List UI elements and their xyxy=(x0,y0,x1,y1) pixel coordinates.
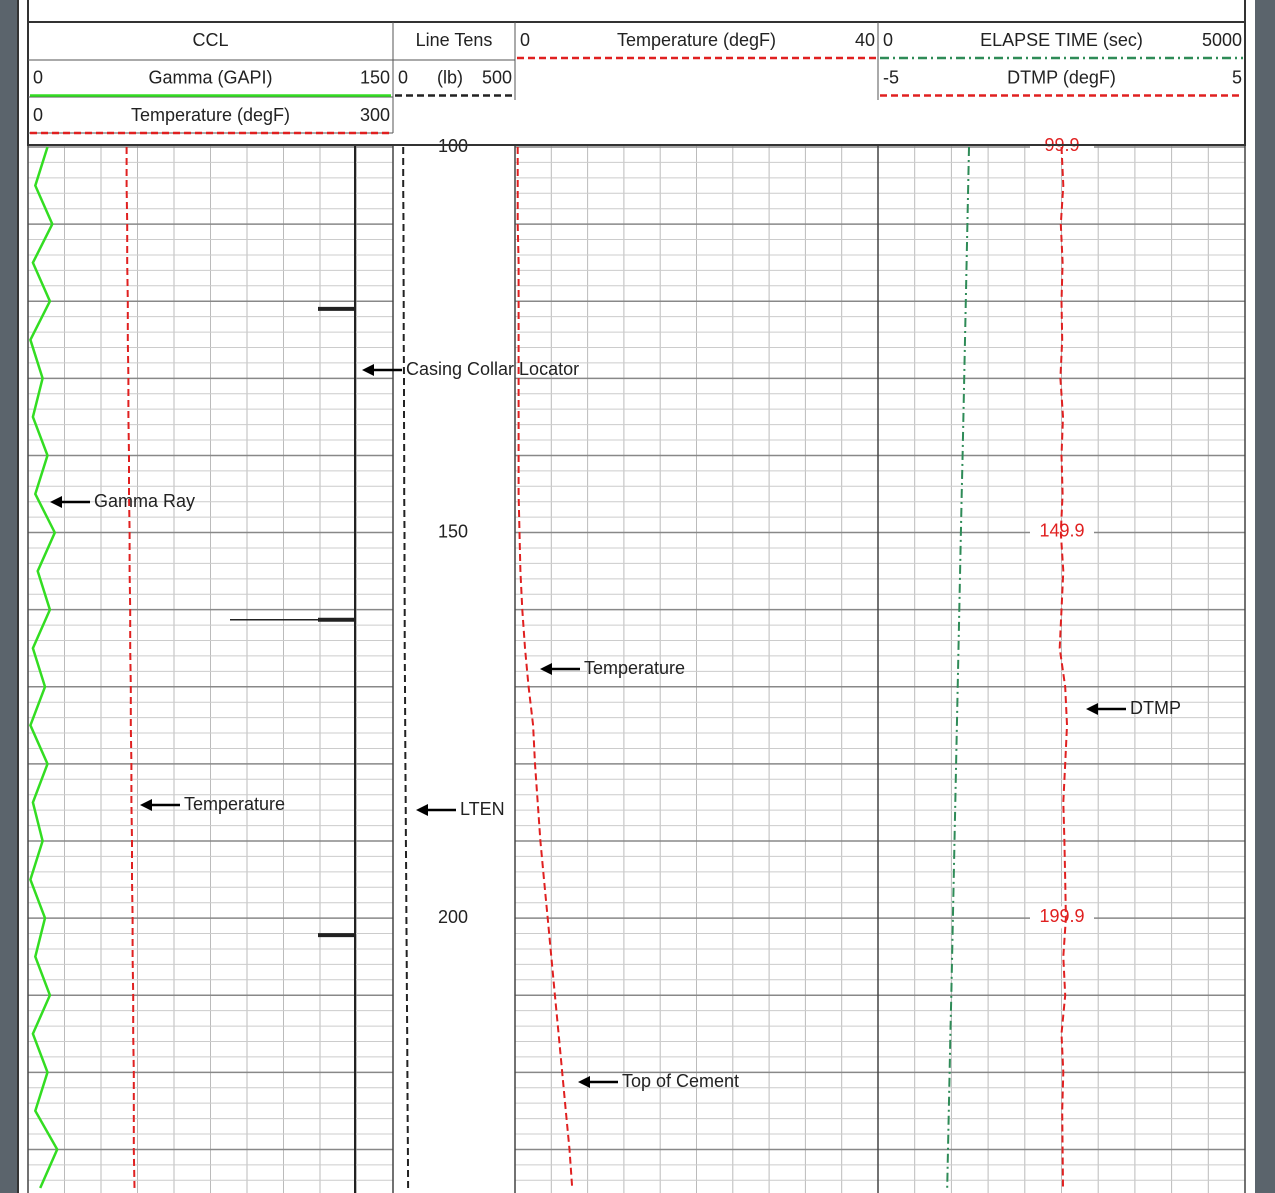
annotation: Temperature xyxy=(184,794,285,814)
annotation: Casing Collar Locator xyxy=(406,359,579,379)
curve-name: ELAPSE TIME (sec) xyxy=(980,30,1143,50)
depth-tick-label: 200 xyxy=(438,907,468,927)
log-curve xyxy=(1058,146,1069,1189)
annotation-arrowhead xyxy=(140,799,152,811)
curve-name: Temperature (degF) xyxy=(131,105,290,125)
depth-label: 149.9 xyxy=(1039,521,1084,541)
annotation: Gamma Ray xyxy=(94,491,195,511)
scale-max: 300 xyxy=(360,105,390,125)
curve-name: Line Tens xyxy=(416,30,493,50)
log-curve xyxy=(125,147,136,1189)
scale-max: 5 xyxy=(1232,67,1242,87)
log-curve xyxy=(402,147,410,1189)
log-curve xyxy=(946,146,970,1189)
log-curve xyxy=(29,146,59,1189)
track-title: CCL xyxy=(192,30,228,50)
curve-name: Gamma (GAPI) xyxy=(148,67,272,87)
annotation-arrowhead xyxy=(1086,703,1098,715)
label-bg xyxy=(1030,520,1094,543)
label-bg xyxy=(1030,906,1094,929)
scale-max: 5000 xyxy=(1202,30,1242,50)
annotation: Top of Cement xyxy=(622,1071,739,1091)
label-bg xyxy=(1030,135,1094,158)
scale-min: -5 xyxy=(883,67,899,87)
annotation-arrowhead xyxy=(540,663,552,675)
annotation-arrowhead xyxy=(362,364,374,376)
curve-unit: (lb) xyxy=(437,67,463,87)
depth-label: 199.9 xyxy=(1039,906,1084,926)
scale-min: 0 xyxy=(883,30,893,50)
scale-max: 40 xyxy=(855,30,875,50)
annotation: Temperature xyxy=(584,658,685,678)
curve-name: DTMP (degF) xyxy=(1007,67,1116,87)
annotation-arrowhead xyxy=(578,1076,590,1088)
header-box xyxy=(27,21,1246,146)
depth-tick-label: 150 xyxy=(438,521,468,541)
scale-max: 150 xyxy=(360,67,390,87)
annotation: LTEN xyxy=(460,799,505,819)
paper xyxy=(18,0,1255,1193)
annotation-arrowhead xyxy=(416,804,428,816)
annotation: DTMP xyxy=(1130,698,1181,718)
scale-min: 0 xyxy=(520,30,530,50)
scale-min: 0 xyxy=(33,105,43,125)
curve-name: Temperature (degF) xyxy=(617,30,776,50)
scale-min: 0 xyxy=(398,67,408,87)
log-curve xyxy=(516,147,574,1189)
scale-min: 0 xyxy=(33,67,43,87)
scale-max: 500 xyxy=(482,67,512,87)
annotation-arrowhead xyxy=(50,496,62,508)
